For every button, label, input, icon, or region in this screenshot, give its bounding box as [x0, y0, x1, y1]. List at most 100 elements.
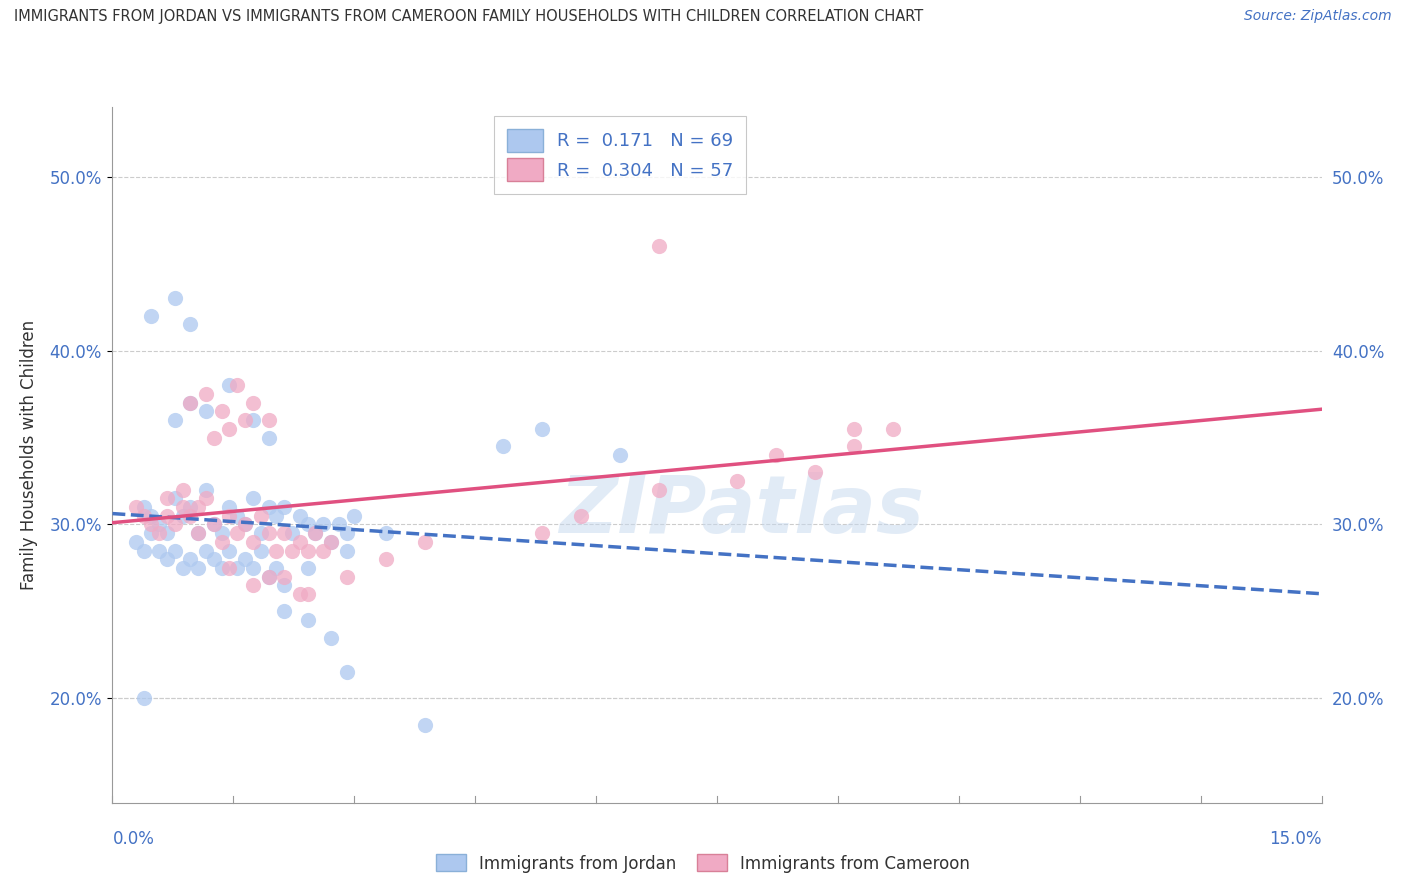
Point [179, 552, 201, 566]
Point [132, 691, 155, 706]
Point [343, 508, 366, 523]
Point [242, 491, 264, 506]
Point [257, 570, 280, 584]
Point [273, 526, 295, 541]
Point [163, 491, 186, 506]
Point [156, 552, 179, 566]
Point [249, 543, 271, 558]
Point [172, 483, 194, 497]
Point [179, 396, 201, 410]
Point [132, 500, 155, 514]
Point [297, 517, 319, 532]
Point [141, 508, 163, 523]
Point [202, 552, 225, 566]
Point [211, 404, 233, 418]
Point [179, 508, 201, 523]
Point [319, 631, 342, 645]
Text: Source: ZipAtlas.com: Source: ZipAtlas.com [1244, 9, 1392, 23]
Point [312, 517, 335, 532]
Point [233, 413, 256, 427]
Point [172, 508, 194, 523]
Point [141, 309, 163, 323]
Point [172, 500, 194, 514]
Point [187, 526, 209, 541]
Point [202, 517, 225, 532]
Point [163, 517, 186, 532]
Point [765, 448, 787, 462]
Point [288, 587, 311, 601]
Point [211, 535, 233, 549]
Point [374, 526, 396, 541]
Point [211, 526, 233, 541]
Point [288, 535, 311, 549]
Point [233, 517, 256, 532]
Point [179, 318, 201, 332]
Point [335, 526, 357, 541]
Point [335, 665, 357, 680]
Point [266, 508, 288, 523]
Point [569, 508, 592, 523]
Point [530, 526, 553, 541]
Point [257, 413, 280, 427]
Text: IMMIGRANTS FROM JORDAN VS IMMIGRANTS FROM CAMEROON FAMILY HOUSEHOLDS WITH CHILDR: IMMIGRANTS FROM JORDAN VS IMMIGRANTS FRO… [14, 9, 924, 24]
Point [195, 491, 218, 506]
Point [226, 378, 249, 392]
Point [163, 413, 186, 427]
Point [242, 561, 264, 575]
Point [163, 291, 186, 305]
Text: ZIPatlas: ZIPatlas [558, 472, 924, 549]
Point [156, 526, 179, 541]
Point [842, 439, 865, 453]
Point [156, 491, 179, 506]
Point [218, 543, 240, 558]
Point [233, 517, 256, 532]
Point [148, 543, 170, 558]
Point [335, 543, 357, 558]
Point [218, 378, 240, 392]
Point [187, 500, 209, 514]
Point [328, 517, 350, 532]
Point [242, 535, 264, 549]
Point [179, 500, 201, 514]
Point [156, 508, 179, 523]
Point [226, 526, 249, 541]
Point [172, 561, 194, 575]
Point [195, 483, 218, 497]
Point [297, 561, 319, 575]
Point [882, 422, 904, 436]
Point [242, 413, 264, 427]
Point [249, 526, 271, 541]
Point [125, 500, 148, 514]
Point [530, 422, 553, 436]
Point [195, 543, 218, 558]
Point [266, 543, 288, 558]
Point [647, 483, 669, 497]
Point [257, 500, 280, 514]
Point [195, 404, 218, 418]
Point [374, 552, 396, 566]
Y-axis label: Family Households with Children: Family Households with Children [21, 320, 38, 590]
Point [218, 561, 240, 575]
Point [132, 543, 155, 558]
Point [148, 526, 170, 541]
Point [211, 561, 233, 575]
Point [187, 526, 209, 541]
Point [609, 448, 631, 462]
Point [202, 431, 225, 445]
Point [249, 508, 271, 523]
Point [725, 474, 748, 488]
Point [288, 508, 311, 523]
Point [257, 431, 280, 445]
Point [148, 517, 170, 532]
Point [803, 466, 825, 480]
Point [226, 508, 249, 523]
Point [125, 535, 148, 549]
Text: 15.0%: 15.0% [1270, 830, 1322, 847]
Point [413, 717, 436, 731]
Point [413, 535, 436, 549]
Point [297, 543, 319, 558]
Point [195, 387, 218, 401]
Point [281, 526, 304, 541]
Point [312, 543, 335, 558]
Point [281, 543, 304, 558]
